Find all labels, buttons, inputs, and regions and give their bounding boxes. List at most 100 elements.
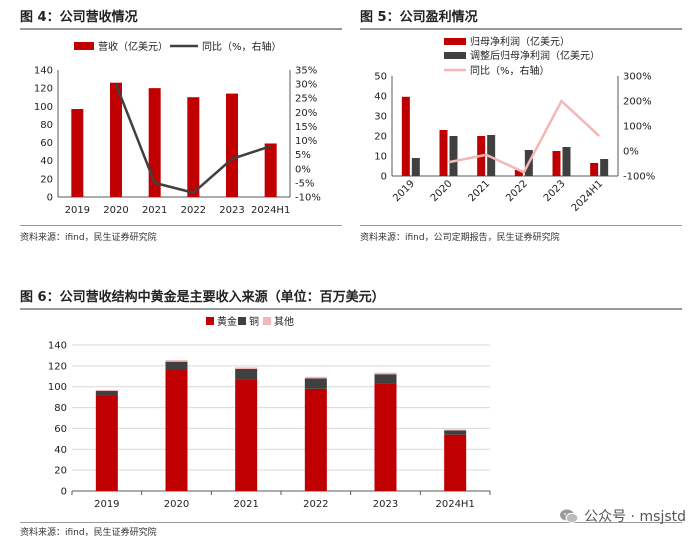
bar-adj-profit xyxy=(449,136,458,176)
y2-tick-label: 20% xyxy=(295,108,317,119)
x-tick-label: 2023 xyxy=(219,205,244,216)
y2-tick-label: 200% xyxy=(623,97,652,108)
figure-5-title: 图 5：公司盈利情况 xyxy=(360,10,478,25)
y2-tick-label: 10% xyxy=(295,136,317,147)
legend-swatch-gold xyxy=(206,317,214,325)
x-tick-label: 2022 xyxy=(303,499,328,510)
bar-net-profit xyxy=(401,96,410,176)
bar-copper xyxy=(95,390,118,396)
x-tick-label: 2020 xyxy=(164,499,189,510)
wechat-icon xyxy=(560,509,579,524)
y-tick-label: 140 xyxy=(48,341,67,352)
watermark: 公众号 · msjstd xyxy=(559,506,686,526)
bar-adj-profit xyxy=(487,135,496,176)
bar-other xyxy=(444,429,467,431)
bar-adj-profit xyxy=(411,158,420,176)
x-tick-label: 2023 xyxy=(542,178,568,204)
x-tick-label: 2024H1 xyxy=(570,178,606,214)
x-tick-label: 2021 xyxy=(142,205,167,216)
y-tick-label: 100 xyxy=(48,382,67,393)
y-tick-label: 40 xyxy=(374,92,387,103)
figure-4-source: 资料来源：ifind，民生证券研究院 xyxy=(20,233,157,243)
y-tick-label: 140 xyxy=(34,66,53,77)
y2-tick-label: 15% xyxy=(295,122,317,133)
x-tick-label: 2019 xyxy=(391,178,417,204)
y2-tick-label: 35% xyxy=(295,66,317,77)
x-tick-label: 2021 xyxy=(233,499,258,510)
figure-5: 图 5：公司盈利情况 归母净利润（亿美元） 调整后归母净利润（亿美元） 同比（%，右… xyxy=(360,6,682,243)
x-tick-label: 2023 xyxy=(373,499,398,510)
y-tick-label: 0 xyxy=(61,487,67,498)
bar-revenue xyxy=(187,97,200,197)
bar-gold xyxy=(95,395,118,491)
x-tick-label: 2022 xyxy=(504,178,530,204)
figure-4-title: 图 4：公司营收情况 xyxy=(20,10,138,25)
y-tick-label: 40 xyxy=(40,156,53,167)
y-tick-label: 120 xyxy=(48,361,67,372)
legend-label-revenue: 营收（亿美元） xyxy=(98,40,168,53)
legend-label-yoy: 同比（%，右轴） xyxy=(202,40,282,53)
bar-gold xyxy=(165,370,188,491)
x-tick-label: 2024H1 xyxy=(251,205,290,216)
legend-label-yoy: 同比（%，右轴） xyxy=(470,64,550,77)
bar-other xyxy=(374,372,397,375)
y-tick-label: 40 xyxy=(54,445,67,456)
bar-copper xyxy=(235,368,258,380)
bar-copper xyxy=(374,374,397,384)
y-tick-label: 60 xyxy=(54,424,67,435)
line-yoy xyxy=(114,83,272,195)
x-tick-label: 2019 xyxy=(94,499,119,510)
y-tick-label: 80 xyxy=(40,120,53,131)
y-tick-label: 60 xyxy=(40,138,53,149)
figure-5-top-rule xyxy=(360,28,682,30)
y-tick-label: 100 xyxy=(34,102,53,113)
bar-adj-profit xyxy=(562,147,571,176)
bar-other xyxy=(235,367,258,369)
line-yoy xyxy=(448,98,601,174)
y-tick-label: 20 xyxy=(40,174,53,185)
bar-other xyxy=(165,360,188,362)
figure-6: 图 6：公司营收结构中黄金是主要收入来源（单位：百万美元） 黄金铜 其他 0 20 40… xyxy=(20,286,682,538)
legend-swatch-adj-profit xyxy=(444,52,466,59)
bar-other xyxy=(95,389,118,391)
bar-gold xyxy=(374,383,397,491)
bar-net-profit xyxy=(590,163,599,176)
bar-copper xyxy=(304,378,327,389)
bar-net-profit xyxy=(439,130,448,176)
y-tick-label: 0 xyxy=(47,193,53,204)
figure-6-chart: 黄金铜 其他 0 20 40 60 80 100 120 140 2019 2020 2021 2022 2… xyxy=(48,315,491,510)
y-tick-label: 20 xyxy=(54,466,67,477)
bar-other xyxy=(304,376,327,379)
figure-5-chart: 归母净利润（亿美元）调整后归母净利润（亿美元） 同比（%，右轴） 0 10 20 30 40… xyxy=(374,35,655,214)
legend-label-other: 其他 xyxy=(274,315,294,328)
figure-4-top-rule xyxy=(20,28,342,30)
y-tick-label: 0 xyxy=(381,172,387,183)
bar-revenue xyxy=(226,93,238,197)
y-tick-label: 80 xyxy=(54,403,67,414)
y2-tick-label: -5% xyxy=(295,178,314,189)
bar-gold xyxy=(444,434,467,491)
legend-swatch-copper xyxy=(238,317,246,325)
bar-copper xyxy=(165,361,188,371)
y2-tick-label: 25% xyxy=(295,94,317,105)
bar-revenue xyxy=(148,88,161,197)
legend-swatch-revenue xyxy=(74,42,94,50)
bar-net-profit xyxy=(552,151,561,176)
figure-6-title: 图 6：公司营收结构中黄金是主要收入来源（单位：百万美元） xyxy=(20,290,385,305)
legend-label-adj-profit: 调整后归母净利润（亿美元） xyxy=(470,49,600,62)
figure-5-bottom-rule xyxy=(360,225,682,226)
y-tick-label: 30 xyxy=(374,112,387,123)
y2-tick-label: 300% xyxy=(623,72,652,83)
bar-gold xyxy=(304,388,327,491)
bar-copper xyxy=(444,430,467,435)
legend-label-copper: 铜 xyxy=(249,316,259,328)
y-tick-label: 50 xyxy=(374,72,387,83)
y-tick-label: 20 xyxy=(374,132,387,143)
figure-6-bottom-rule xyxy=(20,522,682,523)
legend-swatch-other xyxy=(263,317,271,325)
bar-revenue xyxy=(71,109,84,197)
watermark-text: 公众号 · msjstd xyxy=(584,509,686,525)
figure-6-top-rule xyxy=(20,308,682,310)
bar-revenue xyxy=(110,82,122,197)
y2-tick-label: 100% xyxy=(623,122,652,133)
